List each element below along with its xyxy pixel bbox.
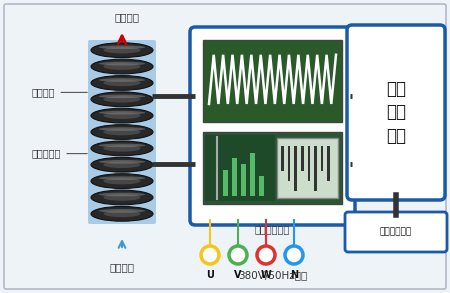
Ellipse shape xyxy=(99,45,145,49)
Ellipse shape xyxy=(99,62,145,65)
Text: 冷水进入: 冷水进入 xyxy=(109,262,135,272)
Ellipse shape xyxy=(99,111,145,115)
Bar xyxy=(232,158,237,196)
Ellipse shape xyxy=(99,94,145,98)
FancyBboxPatch shape xyxy=(347,25,445,200)
Bar xyxy=(203,40,342,122)
Ellipse shape xyxy=(104,145,140,152)
Ellipse shape xyxy=(99,193,145,196)
Ellipse shape xyxy=(91,108,153,123)
Text: 380V/50Hz输入: 380V/50Hz输入 xyxy=(238,270,307,280)
Ellipse shape xyxy=(99,176,145,180)
Bar xyxy=(250,152,255,196)
Ellipse shape xyxy=(99,209,145,213)
Ellipse shape xyxy=(91,92,153,107)
Bar xyxy=(223,170,228,196)
Circle shape xyxy=(257,246,275,264)
Ellipse shape xyxy=(99,144,145,147)
Bar xyxy=(259,176,264,196)
Bar xyxy=(321,146,323,171)
Circle shape xyxy=(229,246,247,264)
Ellipse shape xyxy=(104,112,140,119)
FancyBboxPatch shape xyxy=(88,40,156,224)
Text: 高频线圈: 高频线圈 xyxy=(32,87,87,97)
Ellipse shape xyxy=(91,59,153,74)
FancyBboxPatch shape xyxy=(190,27,355,225)
Circle shape xyxy=(285,246,303,264)
Ellipse shape xyxy=(91,174,153,188)
Text: 绸缘密闭层: 绸缘密闭层 xyxy=(32,149,87,159)
Bar xyxy=(205,135,275,201)
Text: V: V xyxy=(234,270,242,280)
Bar xyxy=(314,146,317,191)
Ellipse shape xyxy=(91,157,153,172)
Ellipse shape xyxy=(91,125,153,139)
Text: 智能控制单元: 智能控制单元 xyxy=(380,227,412,236)
Ellipse shape xyxy=(104,63,140,70)
Ellipse shape xyxy=(104,80,140,86)
Ellipse shape xyxy=(104,47,140,54)
FancyBboxPatch shape xyxy=(277,138,338,198)
Bar xyxy=(241,164,246,196)
Bar xyxy=(308,146,310,181)
Ellipse shape xyxy=(91,43,153,57)
Bar xyxy=(301,146,304,171)
Text: N: N xyxy=(290,270,298,280)
FancyBboxPatch shape xyxy=(345,212,447,252)
Ellipse shape xyxy=(104,210,140,217)
Text: 热水输出: 热水输出 xyxy=(114,12,140,22)
Text: 变频
控制
单元: 变频 控制 单元 xyxy=(386,80,406,145)
Ellipse shape xyxy=(99,78,145,82)
Ellipse shape xyxy=(104,161,140,168)
Text: U: U xyxy=(206,270,214,280)
FancyBboxPatch shape xyxy=(4,4,446,289)
Bar xyxy=(294,146,297,191)
Ellipse shape xyxy=(104,129,140,135)
Text: W: W xyxy=(261,270,271,280)
Ellipse shape xyxy=(104,96,140,103)
Ellipse shape xyxy=(91,207,153,221)
Ellipse shape xyxy=(91,190,153,205)
Bar xyxy=(203,132,342,204)
Bar xyxy=(328,146,330,181)
Ellipse shape xyxy=(104,194,140,201)
Text: 变频功率输出: 变频功率输出 xyxy=(255,224,290,234)
Circle shape xyxy=(201,246,219,264)
Bar xyxy=(281,146,284,171)
Ellipse shape xyxy=(99,160,145,163)
Bar xyxy=(288,146,290,181)
Ellipse shape xyxy=(104,178,140,184)
Ellipse shape xyxy=(91,141,153,156)
Ellipse shape xyxy=(91,76,153,90)
Ellipse shape xyxy=(99,127,145,131)
